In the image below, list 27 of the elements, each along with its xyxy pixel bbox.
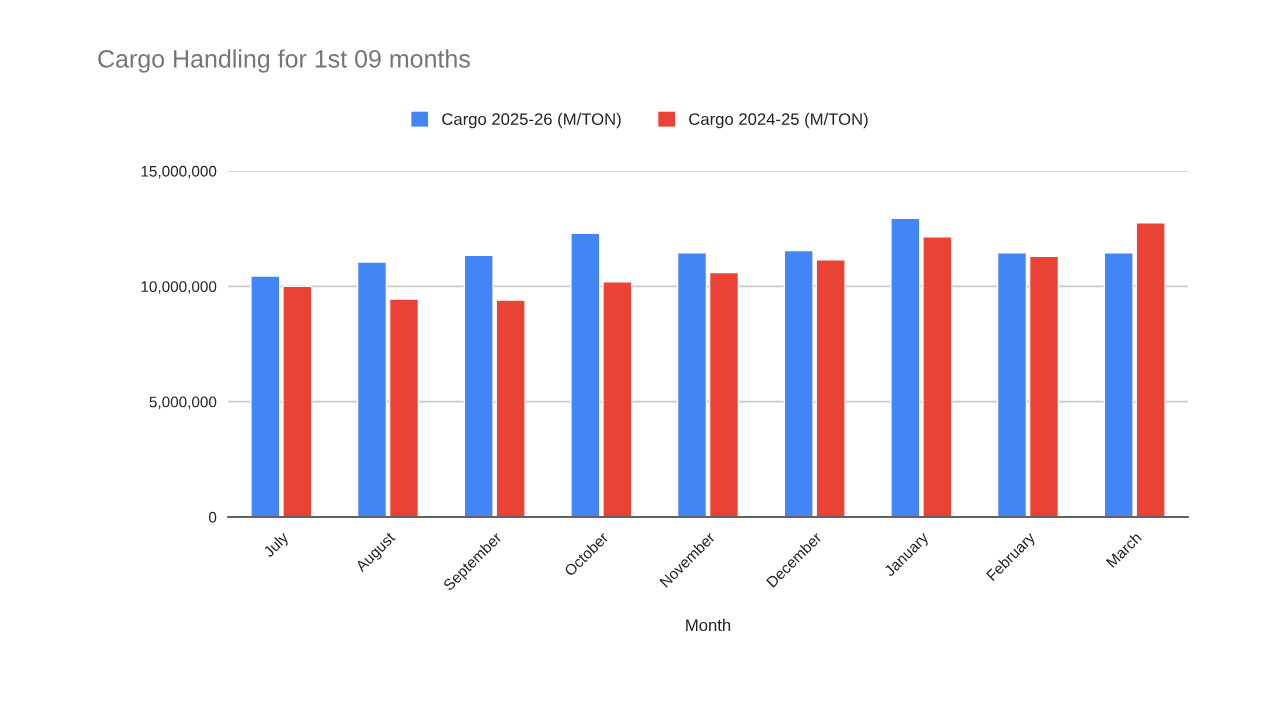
bar: [922, 236, 953, 517]
bar: [815, 259, 846, 517]
bar: [708, 271, 740, 517]
y-tick-label: 15,000,000: [141, 165, 217, 179]
chart-title: Cargo Handling for 1st 09 months: [98, 49, 470, 73]
bar: [388, 298, 420, 517]
bar: [570, 232, 601, 517]
bar: [1028, 255, 1060, 517]
bar: [602, 281, 633, 517]
bar: [282, 285, 313, 517]
bar: [996, 252, 1028, 517]
bar: [250, 275, 281, 517]
x-axis-title: Month: [686, 618, 731, 632]
bar: [676, 252, 708, 517]
bar: [495, 299, 526, 517]
bar: [1135, 222, 1166, 517]
x-tick-label: July: [262, 530, 292, 560]
bar: [356, 261, 388, 517]
legend-label: Cargo 2025-26 (M/TON): [442, 112, 621, 129]
y-tick-label: 0: [208, 511, 217, 523]
y-tick-label: 5,000,000: [149, 396, 217, 410]
y-tick-label: 10,000,000: [141, 281, 217, 294]
bar: [783, 249, 814, 517]
bar: [890, 217, 921, 517]
bar: [463, 254, 494, 517]
legend-label: Cargo 2024-25 (M/TON): [689, 112, 868, 129]
bar: [1103, 252, 1134, 517]
